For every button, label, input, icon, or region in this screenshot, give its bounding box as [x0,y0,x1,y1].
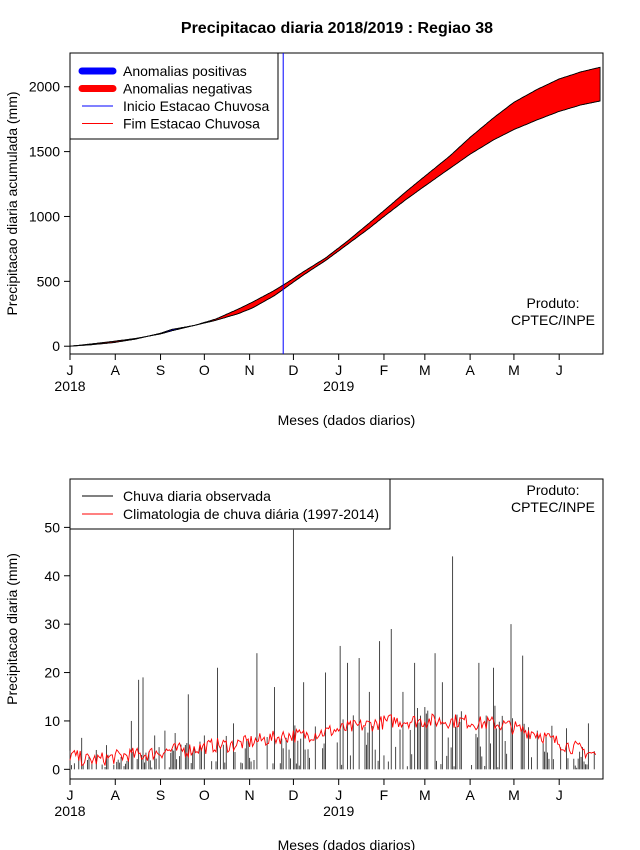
y-tick-label: 0 [52,338,60,354]
x-tick-label: J [335,362,342,378]
year-label: 2019 [323,378,354,394]
x-axis-title: Meses (dados diarios) [278,837,416,850]
legend-label: Climatologia de chuva diária (1997-2014) [123,506,379,522]
legend-label: Chuva diaria observada [123,488,271,504]
year-label: 2018 [54,378,85,394]
y-tick-label: 20 [44,665,60,681]
annotation-cptec: CPTEC/INPE [511,499,595,515]
x-tick-label: M [508,362,520,378]
y-tick-label: 40 [44,568,60,584]
x-tick-label: N [245,787,255,803]
legend: Anomalias positivas Anomalias negativasIn… [69,52,279,140]
annotation-produto: Produto: [527,295,580,311]
x-tick-label: J [335,787,342,803]
x-tick-label: F [380,787,389,803]
annotation-cptec: CPTEC/INPE [511,312,595,328]
legend-label: Anomalias negativas [123,81,252,97]
x-tick-label: J [67,362,74,378]
year-label: 2018 [54,803,85,819]
annotation-produto: Produto: [527,482,580,498]
y-tick-label: 2000 [29,79,60,95]
climatology-line [69,66,601,347]
observed-line [69,100,601,347]
plot-frame [69,52,604,355]
y-tick-label: 0 [52,761,60,777]
legend-box [69,478,391,530]
legend-box [69,52,279,140]
y-tick-label: 50 [44,519,60,535]
x-tick-label: A [465,787,475,803]
legend-label: Fim Estacao Chuvosa [123,116,260,132]
legend-label: Anomalias positivas [123,63,247,79]
x-tick-label: O [199,362,210,378]
y-tick-label: 30 [44,616,60,632]
y-tick-label: 1000 [29,208,60,224]
x-tick-label: J [67,787,74,803]
y-tick-label: 1500 [29,144,60,160]
x-tick-label: M [419,362,431,378]
x-tick-label: M [419,787,431,803]
x-tick-label: J [556,362,563,378]
x-axis-title: Meses (dados diarios) [278,412,416,428]
y-axis-title: Precipitacao diaria (mm) [4,553,20,705]
x-tick-label: A [111,787,121,803]
x-tick-label: J [556,787,563,803]
climatology-line [69,713,597,767]
x-tick-label: F [380,362,389,378]
legend: Chuva diaria observada Climatologia de ch… [69,478,391,530]
x-tick-label: N [245,362,255,378]
year-label: 2019 [323,803,354,819]
y-tick-label: 10 [44,713,60,729]
x-tick-label: D [288,787,298,803]
observed-bars [69,529,595,770]
y-tick-label: 500 [37,273,61,289]
x-tick-label: D [288,362,298,378]
x-tick-label: S [156,362,165,378]
x-tick-label: M [508,787,520,803]
legend-label: Inicio Estacao Chuvosa [123,98,270,114]
chart-title: Precipitacao diaria 2018/2019 : Regiao 3… [181,20,493,37]
x-tick-label: A [111,362,121,378]
x-tick-label: O [199,787,210,803]
x-tick-label: S [156,787,165,803]
x-tick-label: A [465,362,475,378]
y-axis-title: Precipitacao diaria acumulada (mm) [4,91,20,315]
